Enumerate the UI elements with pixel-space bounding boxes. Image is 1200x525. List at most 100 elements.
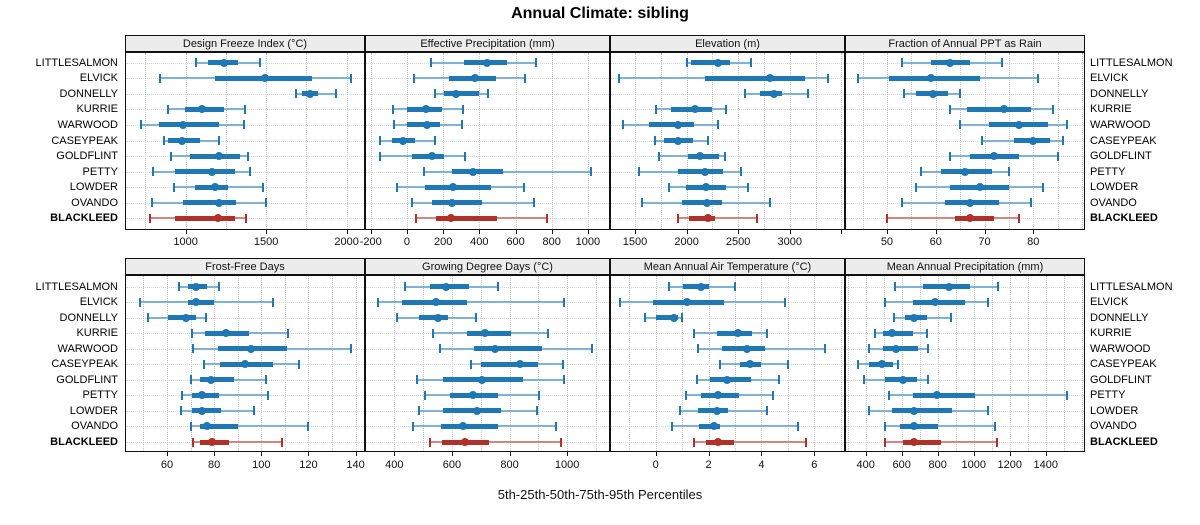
median-dot-donnelly (181, 313, 190, 322)
whisker-cap-left (949, 104, 952, 114)
median-dot-donnelly (305, 89, 314, 98)
whisker-cap-left (202, 359, 205, 369)
whisker-cap-left (423, 167, 426, 177)
whisker-cap-left (429, 58, 432, 68)
axis-tick-label: 6 (811, 459, 818, 471)
gridline-y (126, 140, 364, 142)
whisker-cap-left (667, 182, 670, 192)
row-label-right-lowder: LOWDER (1090, 181, 1139, 194)
whisker-cap-right (589, 167, 592, 177)
row-label-right-warwood: WARWOOD (1090, 118, 1151, 131)
whisker-cap-right (217, 136, 220, 145)
whisker-cap-right (987, 406, 990, 416)
axis-tick-label: 1400 (1033, 459, 1058, 471)
median-dot-goldflint (428, 152, 437, 161)
median-dot-ovando (448, 198, 457, 207)
whisker-cap-right (281, 437, 284, 447)
panel-title: Mean Annual Precipitation (mm) (886, 260, 1044, 273)
panel-title: Fraction of Annual PPT as Rain (888, 37, 1042, 50)
whisker-cap-left (641, 198, 644, 208)
gridline-x (847, 276, 849, 451)
axis-tick (355, 452, 357, 456)
panel-title: Growing Degree Days (°C) (422, 260, 553, 273)
gridline-y (366, 109, 609, 111)
whisker-cap-left (744, 89, 747, 99)
axis-tick-label: 200 (433, 236, 453, 248)
whisker-cap-left (158, 73, 161, 83)
iqr-bar-blackleed (955, 215, 995, 221)
axis-caption: 5th-25th-50th-75th-95th Percentiles (497, 487, 703, 502)
whisker-line-blackleed (192, 441, 283, 443)
row-label-right-littlesalmon: LITTLESALMON (1090, 280, 1173, 293)
axis-tick (515, 230, 517, 234)
median-dot-petty (713, 391, 722, 400)
whisker-cap-left (392, 104, 395, 114)
median-dot-caseypeak (673, 136, 682, 145)
panel-header-fraction-of-annual-ppt-as-rain: Fraction of Annual PPT as Rain (845, 35, 1085, 52)
whisker-cap-left (981, 136, 984, 145)
whisker-cap-left (177, 282, 180, 291)
panel-header-frost-free-days: Frost-Free Days (125, 258, 365, 275)
whisker-cap-right (335, 89, 338, 99)
whisker-cap-left (415, 213, 418, 223)
row-label-left-kurrie: KURRIE (76, 103, 118, 116)
row-label-right-kurrie: KURRIE (1090, 327, 1132, 340)
iqr-bar-ovando (681, 200, 723, 206)
iqr-bar-petty (678, 169, 723, 175)
whisker-cap-left (888, 390, 891, 400)
row-label-left-lowder: LOWDER (69, 404, 118, 417)
whisker-cap-right (349, 73, 352, 83)
iqr-bar-lowder (425, 184, 492, 190)
row-label-left-ovando: OVANDO (71, 420, 118, 433)
gridline-x (1009, 276, 1011, 451)
median-dot-littlesalmon (945, 282, 954, 291)
iqr-bar-warwood (649, 122, 695, 128)
panel-header-mean-annual-air-temperature-c: Mean Annual Air Temperature (°C) (610, 258, 845, 275)
axis-tick-label: 2 (705, 459, 712, 471)
whisker-cap-right (272, 297, 275, 307)
gridline-y (611, 109, 844, 111)
median-dot-warwood (673, 120, 682, 129)
whisker-cap-left (190, 328, 193, 338)
whisker-cap-right (1042, 182, 1045, 192)
whisker-cap-left (170, 151, 173, 161)
whisker-cap-right (823, 344, 826, 354)
whisker-cap-left (469, 359, 472, 369)
whisker-cap-right (532, 198, 535, 208)
gridline-y (611, 317, 844, 319)
gridline-y (846, 317, 1084, 319)
axis-tick-label: 0 (403, 236, 411, 248)
median-dot-lowder (472, 406, 481, 415)
axis-tick-label: 0 (652, 459, 659, 471)
row-label-left-caseypeak: CASEYPEAK (51, 134, 118, 147)
axis-tick-label: 4 (758, 459, 765, 471)
axis-tick-label: 1200 (997, 459, 1022, 471)
whisker-cap-right (723, 151, 726, 161)
median-dot-donnelly (669, 313, 678, 322)
whisker-cap-left (417, 406, 420, 416)
gridline-x (919, 276, 921, 451)
panel-header-growing-degree-days-c: Growing Degree Days (°C) (365, 258, 610, 275)
median-dot-donnelly (770, 89, 779, 98)
gridline-y (846, 333, 1084, 335)
panel-header-mean-annual-precipitation-mm: Mean Annual Precipitation (mm) (845, 258, 1085, 275)
panel-header-design-freeze-index-c: Design Freeze Index (°C) (125, 35, 365, 52)
median-dot-kurrie (421, 105, 430, 114)
axis-tick (451, 452, 453, 456)
iqr-bar-blackleed (689, 215, 716, 221)
panel-header-effective-precipitation-mm: Effective Precipitation (mm) (365, 35, 610, 52)
gridline-x (973, 276, 975, 451)
whisker-cap-right (806, 89, 809, 99)
whisker-cap-left (862, 375, 865, 385)
axis-tick (886, 230, 888, 234)
median-dot-goldflint (206, 375, 215, 384)
iqr-bar-blackleed (435, 215, 498, 221)
median-dot-petty (700, 167, 709, 176)
median-dot-petty (469, 167, 478, 176)
row-label-left-warwood: WARWOOD (57, 342, 119, 355)
whisker-cap-left (393, 120, 396, 130)
whisker-line-ovando (884, 425, 996, 428)
panel-title: Mean Annual Air Temperature (°C) (643, 260, 812, 273)
median-dot-kurrie (481, 329, 490, 338)
